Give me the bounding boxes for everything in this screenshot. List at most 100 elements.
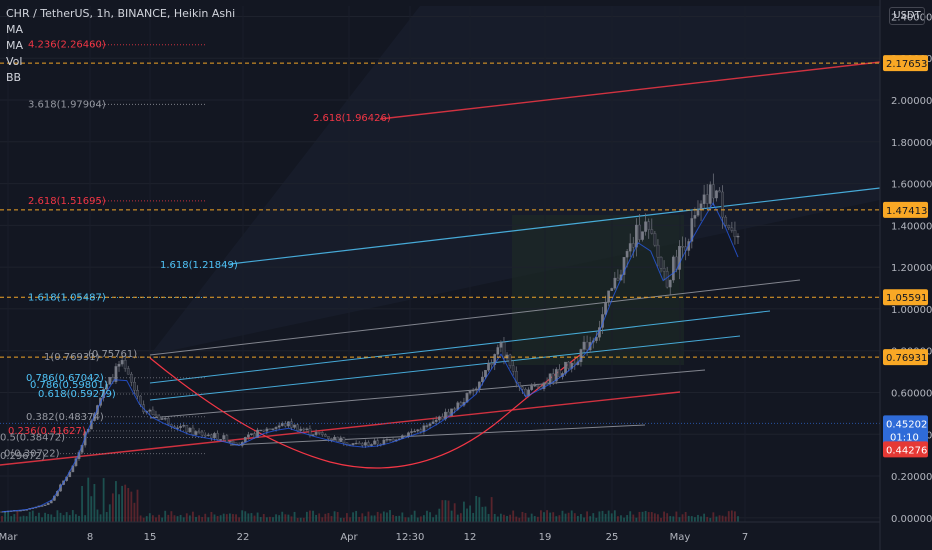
volume-bar bbox=[31, 510, 34, 522]
volume-bar bbox=[447, 500, 450, 522]
candle-body bbox=[693, 215, 697, 219]
time-axis[interactable]: Mar 8 15 22 Apr 12:30 12 19 25 May 7 bbox=[0, 521, 880, 543]
volume-bar bbox=[459, 513, 462, 522]
candle-body bbox=[727, 225, 731, 229]
volume-bar bbox=[558, 515, 561, 522]
candle-body bbox=[231, 441, 235, 443]
volume-bar bbox=[730, 510, 733, 522]
price-tick-label: 0.60000 bbox=[891, 388, 932, 399]
candle-body bbox=[551, 373, 555, 382]
fib-channel-line bbox=[149, 279, 801, 356]
price-tick-label: 0.20000 bbox=[891, 472, 932, 483]
volume-bar bbox=[601, 510, 604, 522]
volume-bar bbox=[4, 510, 6, 522]
volume-bar bbox=[358, 516, 361, 522]
volume-bar bbox=[349, 517, 351, 522]
volume-bar bbox=[47, 514, 50, 522]
volume-bar bbox=[232, 514, 234, 522]
volume-bar bbox=[638, 511, 641, 522]
indicator-ma-2[interactable]: MA bbox=[6, 39, 24, 52]
symbol-title[interactable]: CHR / TetherUS, 1h, BINANCE, Heikin Ashi bbox=[6, 7, 236, 20]
candle-body bbox=[533, 384, 537, 387]
candle-body bbox=[108, 377, 112, 385]
volume-bar bbox=[115, 481, 117, 522]
fib-level-label: 4.236(2.26460) bbox=[28, 40, 106, 51]
price-level-label: 1.47413 bbox=[886, 206, 927, 217]
fib-channel-label: 2.618(1.96426) bbox=[313, 113, 391, 124]
volume-bar bbox=[250, 513, 253, 522]
candle-body bbox=[247, 434, 250, 438]
volume-bar bbox=[370, 515, 373, 522]
time-tick-label: May bbox=[670, 532, 691, 543]
candle-body bbox=[176, 427, 179, 429]
volume-bar bbox=[136, 489, 139, 522]
price-level-label: 0.76931 bbox=[886, 353, 927, 364]
candle-body bbox=[188, 427, 192, 433]
candle-body bbox=[117, 363, 121, 367]
channel-fill bbox=[150, 6, 880, 355]
candle-body bbox=[293, 424, 296, 428]
candle-body bbox=[690, 218, 694, 242]
volume-bar bbox=[34, 516, 37, 522]
volume-bar bbox=[253, 515, 256, 522]
volume-bar bbox=[124, 484, 127, 522]
candle-body bbox=[508, 354, 512, 366]
volume-bar bbox=[552, 512, 555, 522]
volume-bar bbox=[336, 512, 339, 522]
candle-body bbox=[163, 418, 167, 420]
candle-body bbox=[536, 384, 540, 387]
indicator-ma-1[interactable]: MA bbox=[6, 23, 24, 36]
volume-bar bbox=[478, 497, 481, 522]
volume-bar bbox=[610, 513, 613, 522]
volume-bar bbox=[706, 516, 709, 522]
candle-body bbox=[521, 386, 524, 390]
candle-body bbox=[274, 427, 278, 429]
volume-bar bbox=[145, 516, 148, 522]
candle-body bbox=[308, 428, 312, 435]
volume-bar bbox=[530, 513, 533, 522]
volume-bar bbox=[111, 493, 114, 522]
volume-bar bbox=[315, 514, 318, 522]
volume-bar bbox=[87, 477, 90, 522]
indicator-bb[interactable]: BB bbox=[6, 71, 22, 84]
volume-bar bbox=[635, 517, 638, 522]
volume-bar bbox=[99, 514, 102, 522]
candle-body bbox=[736, 235, 740, 238]
volume-bar bbox=[53, 516, 56, 522]
volume-bar bbox=[204, 513, 207, 522]
candle-body bbox=[733, 230, 737, 237]
volume-bar bbox=[441, 500, 444, 522]
volume-bar bbox=[576, 515, 579, 522]
candle-body bbox=[554, 369, 558, 382]
volume-bar bbox=[435, 514, 438, 522]
volume-bar bbox=[524, 513, 527, 522]
candle-body bbox=[133, 382, 136, 391]
candle-body bbox=[388, 439, 392, 441]
volume-bar bbox=[290, 516, 293, 522]
volume-bar bbox=[201, 517, 204, 522]
ma-price-badge bbox=[883, 441, 928, 458]
volume-bar bbox=[96, 509, 99, 522]
volume-bar bbox=[675, 511, 678, 522]
candle-body bbox=[197, 431, 201, 433]
candle-body bbox=[665, 271, 669, 288]
volume-bar bbox=[312, 510, 314, 522]
candle-body bbox=[450, 408, 453, 416]
price-axis[interactable]: 2.400002.200002.000001.800001.600001.400… bbox=[879, 0, 932, 550]
candle-body bbox=[730, 227, 734, 231]
candle-body bbox=[708, 184, 712, 204]
candle-body bbox=[678, 246, 681, 270]
candle-body bbox=[123, 360, 127, 369]
fib-level-label: 0(0.30722) bbox=[4, 449, 60, 460]
candle-body bbox=[471, 389, 475, 392]
ma-price-label: 0.44276 bbox=[886, 445, 927, 456]
currency-button[interactable]: USDT bbox=[889, 7, 925, 25]
volume-bar bbox=[734, 511, 736, 522]
candle-body bbox=[705, 194, 709, 204]
volume-bar bbox=[595, 517, 598, 522]
fib-level-label: 1(0.76931) bbox=[44, 352, 100, 363]
indicator-vol[interactable]: Vol bbox=[6, 55, 23, 68]
time-tick-label: 8 bbox=[87, 532, 93, 543]
candle-body bbox=[545, 382, 549, 384]
